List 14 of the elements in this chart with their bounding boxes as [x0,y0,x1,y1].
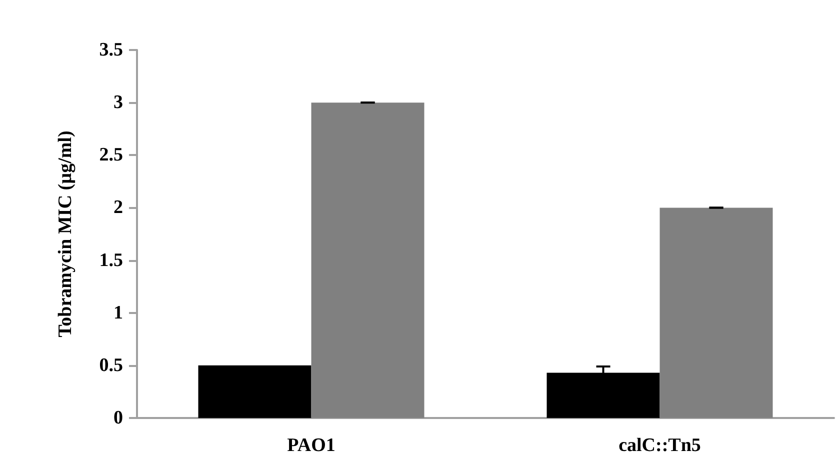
y-tick-label: 3 [114,92,123,114]
y-tick-label: 0.5 [99,354,123,376]
x-tick-label: PAO1 [287,435,336,456]
x-tick-label: calC::Tn5 [618,435,701,456]
y-axis-title: Tobramycin MIC (µg/ml) [55,130,76,338]
bar [198,365,312,418]
y-tick-label: 2.5 [99,144,123,166]
y-tick-label: 0 [114,408,123,428]
y-tick-label: 1 [114,302,123,324]
bar [660,208,773,418]
y-tick-label: 1.5 [99,250,123,271]
y-tick-label: 2 [114,197,123,218]
bar [311,102,424,418]
y-tick-label: 3.5 [99,40,123,60]
